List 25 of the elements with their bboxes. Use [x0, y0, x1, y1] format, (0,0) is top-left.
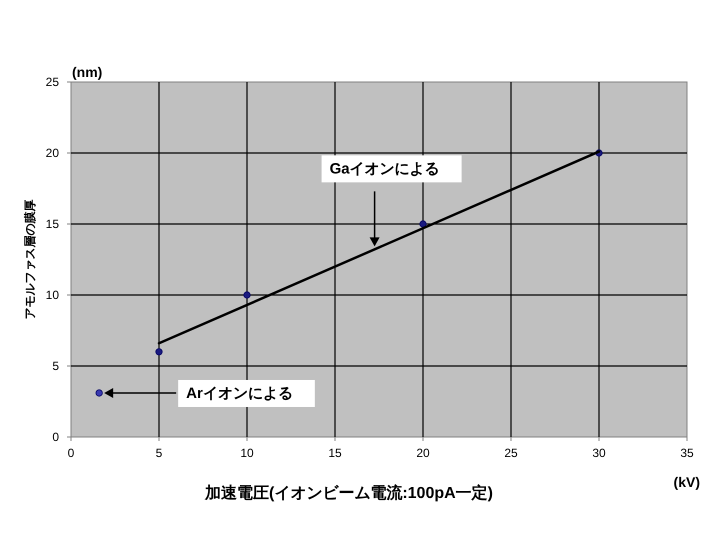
y-tick-label: 0	[52, 430, 60, 444]
y-axis-title: アモルファス層の膜厚	[23, 200, 37, 320]
point	[243, 291, 251, 299]
y-tick-label: 25	[46, 75, 60, 89]
x-tick-label: 10	[240, 446, 254, 460]
x-tick-label: 20	[416, 446, 430, 460]
point	[419, 220, 427, 228]
annotation: Arイオンによる	[104, 380, 315, 407]
y-tick-label: 15	[46, 217, 60, 231]
y-tick-label: 5	[52, 359, 60, 373]
x-tick-label: 35	[680, 446, 694, 460]
annotation: Gaイオンによる	[330, 160, 440, 178]
text: (kV)	[674, 474, 700, 490]
x-tick-label: 30	[592, 446, 606, 460]
x-tick-label: 5	[156, 446, 163, 460]
x-tick-label: 15	[328, 446, 342, 460]
x-tick-label: 0	[68, 446, 75, 460]
y-tick-label: 20	[46, 146, 60, 160]
x-axis-title: 加速電圧(イオンビーム電流:100pA一定)	[204, 483, 494, 502]
x-tick-label: 25	[504, 446, 518, 460]
point	[155, 348, 163, 356]
y-tick-label: 10	[46, 288, 60, 302]
annotation: Gaイオンによる	[322, 155, 462, 246]
annotation: Arイオンによる	[186, 384, 293, 402]
text: (nm)	[72, 64, 102, 80]
